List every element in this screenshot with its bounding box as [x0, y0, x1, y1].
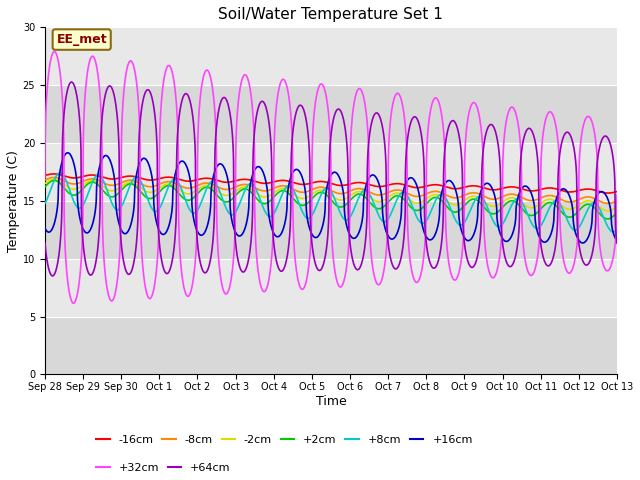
- Bar: [45, 143, 617, 201]
- X-axis label: Time: Time: [316, 395, 346, 408]
- Bar: [45, 316, 617, 374]
- Title: Soil/Water Temperature Set 1: Soil/Water Temperature Set 1: [218, 7, 444, 22]
- Text: EE_met: EE_met: [56, 33, 107, 46]
- Legend: +32cm, +64cm: +32cm, +64cm: [96, 463, 230, 473]
- Y-axis label: Temperature (C): Temperature (C): [7, 150, 20, 252]
- Bar: [45, 85, 617, 143]
- Bar: [45, 259, 617, 316]
- Bar: [45, 27, 617, 85]
- Bar: [45, 201, 617, 259]
